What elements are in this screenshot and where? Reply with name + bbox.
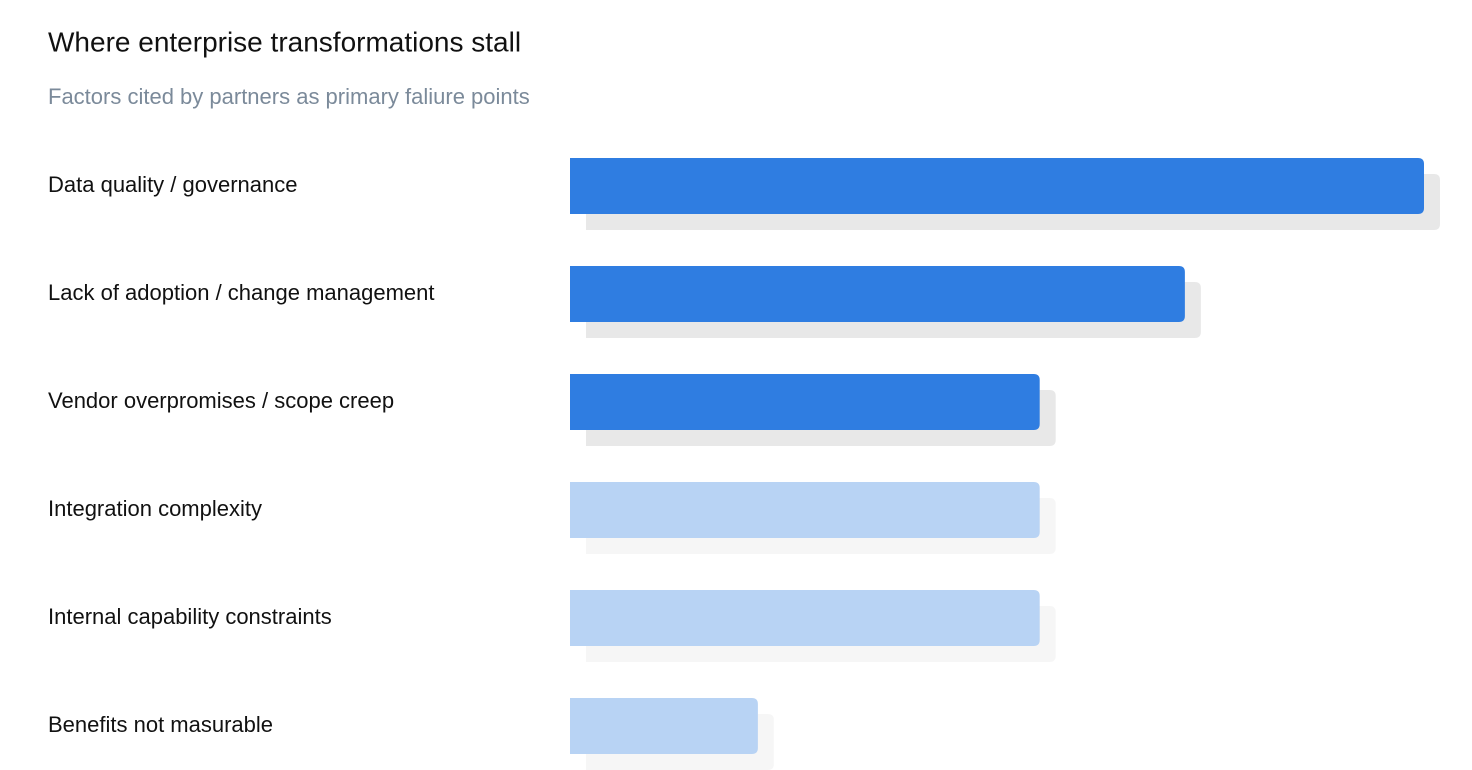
bar [570, 158, 1424, 214]
category-label: Integration complexity [48, 496, 262, 521]
category-label: Internal capability constraints [48, 604, 332, 629]
category-label: Data quality / governance [48, 172, 298, 197]
bar [570, 374, 1040, 430]
category-label: Benefits not masurable [48, 712, 273, 737]
bar [570, 266, 1185, 322]
chart-title: Where enterprise transformations stall [48, 26, 521, 57]
chart-subtitle: Factors cited by partners as primary fal… [48, 84, 530, 109]
bar [570, 482, 1040, 538]
bar [570, 698, 758, 754]
category-label: Vendor overpromises / scope creep [48, 388, 394, 413]
category-label: Lack of adoption / change management [48, 280, 435, 305]
bar [570, 590, 1040, 646]
